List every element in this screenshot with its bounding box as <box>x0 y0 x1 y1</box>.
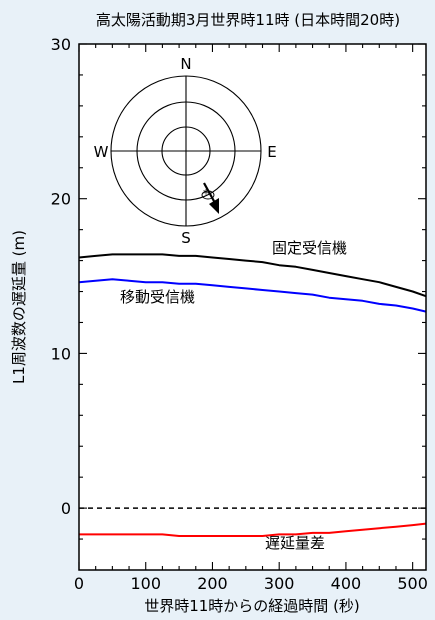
series-label-mobile: 移動受信機 <box>120 288 195 306</box>
y-tick-label: 10 <box>51 344 71 363</box>
series-layer <box>78 253 427 537</box>
compass-label-west: W <box>94 143 109 161</box>
x-tick-label: 400 <box>331 574 362 593</box>
compass-label-north: N <box>180 55 191 73</box>
series-line-fixed-receiver <box>78 253 427 298</box>
x-axis-label: 世界時11時からの経過時間 (秒) <box>144 597 360 615</box>
chart-title: 高太陽活動期3月世界時11時 (日本時間20時) <box>96 11 400 29</box>
compass-label-east: E <box>267 143 276 161</box>
x-tick-label: 0 <box>74 574 84 593</box>
satellite-track-arrow-shaft <box>203 182 216 204</box>
x-tick-label: 100 <box>130 574 161 593</box>
axes: 0 100 200 300 400 500 0 10 20 30 <box>51 35 428 593</box>
plot-frame <box>78 43 427 571</box>
skyplot-inset: N E S W * <box>94 55 277 247</box>
satellite-track-arrow-head <box>209 198 219 214</box>
x-tick-label: 200 <box>197 574 228 593</box>
y-axis-label: L1周波数の遅延量 (m) <box>10 230 28 384</box>
y-tick-label: 20 <box>51 190 71 209</box>
series-line-mobile-receiver <box>78 278 427 313</box>
y-tick-label: 0 <box>61 499 71 518</box>
series-label-fixed: 固定受信機 <box>272 239 347 257</box>
x-tick-label: 500 <box>397 574 428 593</box>
series-line-delay-difference <box>79 522 427 537</box>
compass-label-south: S <box>181 229 191 247</box>
plot-area <box>79 44 426 570</box>
y-tick-label: 30 <box>51 35 71 54</box>
satellite-marker: * <box>203 187 209 201</box>
x-tick-label: 300 <box>264 574 295 593</box>
series-label-difference: 遅延量差 <box>265 534 325 552</box>
